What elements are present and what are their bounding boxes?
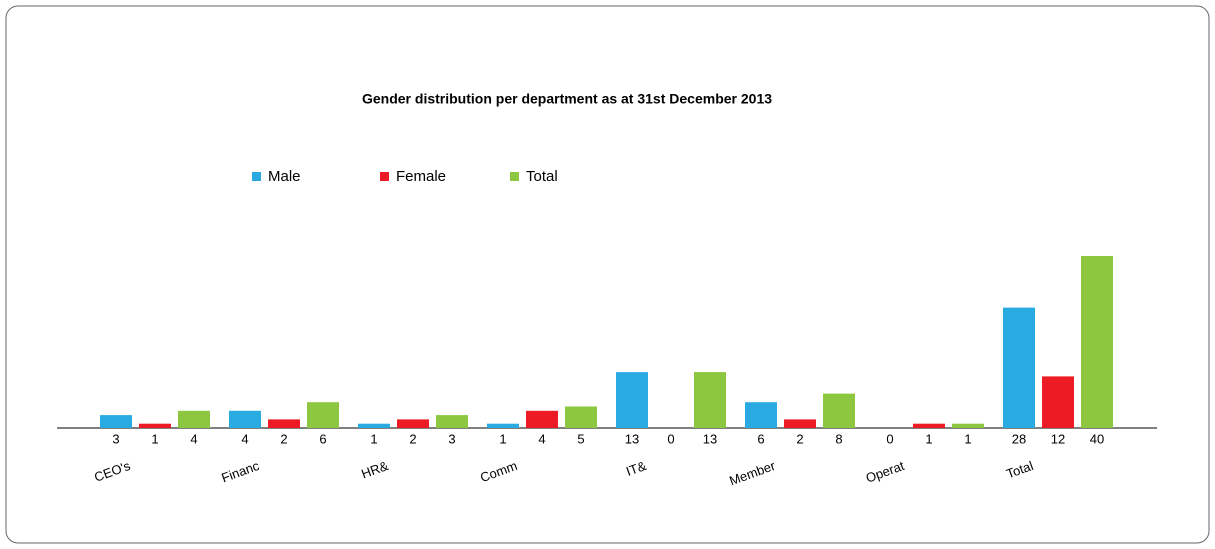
value-label: 1 bbox=[925, 431, 932, 446]
value-label: 1 bbox=[964, 431, 971, 446]
value-label: 1 bbox=[499, 431, 506, 446]
bar bbox=[358, 423, 390, 428]
bar bbox=[952, 423, 984, 428]
value-label: 4 bbox=[538, 431, 545, 446]
legend-swatch bbox=[380, 172, 389, 181]
bar bbox=[913, 423, 945, 428]
value-label: 6 bbox=[757, 431, 764, 446]
value-label: 4 bbox=[241, 431, 248, 446]
value-label: 2 bbox=[280, 431, 287, 446]
bar bbox=[100, 415, 132, 428]
legend-label: Male bbox=[268, 168, 301, 185]
bar bbox=[1003, 307, 1035, 428]
value-label: 2 bbox=[409, 431, 416, 446]
bar bbox=[565, 406, 597, 428]
bar bbox=[784, 419, 816, 428]
bar bbox=[397, 419, 429, 428]
value-label: 8 bbox=[835, 431, 842, 446]
legend-swatch bbox=[252, 172, 261, 181]
bar bbox=[139, 423, 171, 428]
value-label: 1 bbox=[151, 431, 158, 446]
legend-label: Total bbox=[526, 168, 558, 185]
bar bbox=[307, 402, 339, 428]
value-label: 1 bbox=[370, 431, 377, 446]
bar bbox=[1081, 256, 1113, 428]
value-label: 0 bbox=[667, 431, 674, 446]
value-label: 13 bbox=[625, 431, 639, 446]
bar bbox=[745, 402, 777, 428]
bar bbox=[229, 410, 261, 428]
value-label: 28 bbox=[1012, 431, 1026, 446]
bar bbox=[268, 419, 300, 428]
bar bbox=[823, 393, 855, 428]
legend-label: Female bbox=[396, 168, 446, 185]
value-label: 5 bbox=[577, 431, 584, 446]
legend-swatch bbox=[510, 172, 519, 181]
bar bbox=[487, 423, 519, 428]
bar bbox=[616, 372, 648, 428]
value-label: 12 bbox=[1051, 431, 1065, 446]
chart-frame bbox=[5, 5, 1210, 544]
chart-title: Gender distribution per department as at… bbox=[362, 91, 772, 107]
value-label: 13 bbox=[703, 431, 717, 446]
bar bbox=[526, 410, 558, 428]
x-tick-label: IT& bbox=[624, 458, 648, 479]
value-label: 6 bbox=[319, 431, 326, 446]
value-label: 3 bbox=[112, 431, 119, 446]
bar bbox=[694, 372, 726, 428]
value-label: 0 bbox=[886, 431, 893, 446]
bar bbox=[1042, 376, 1074, 428]
bar bbox=[178, 410, 210, 428]
value-label: 3 bbox=[448, 431, 455, 446]
bar bbox=[436, 415, 468, 428]
value-label: 40 bbox=[1090, 431, 1104, 446]
value-label: 2 bbox=[796, 431, 803, 446]
value-label: 4 bbox=[190, 431, 197, 446]
